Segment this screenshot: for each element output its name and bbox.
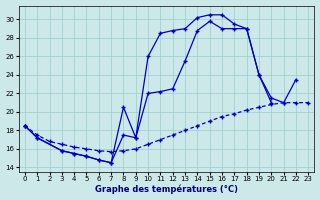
- X-axis label: Graphe des températures (°C): Graphe des températures (°C): [95, 185, 238, 194]
